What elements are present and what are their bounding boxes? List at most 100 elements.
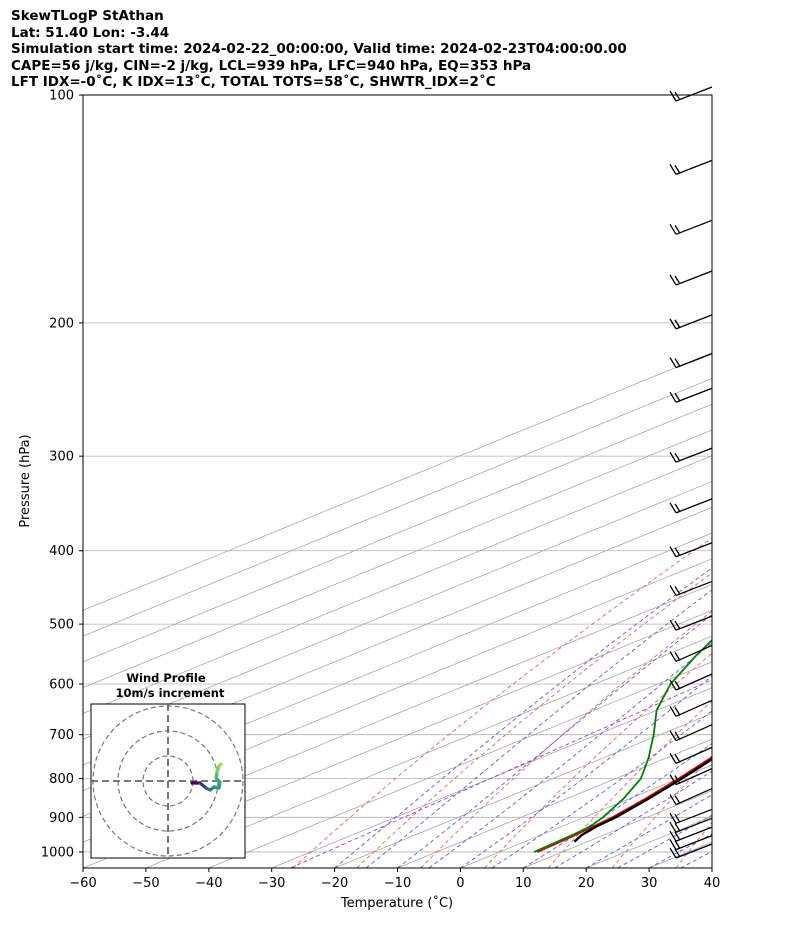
- barb-shaft: [675, 498, 713, 514]
- barb-flag: [674, 91, 681, 101]
- barb-shaft: [675, 542, 713, 558]
- moist-adiabat: [680, 850, 712, 868]
- barb-shaft: [675, 352, 713, 369]
- barb-flag: [669, 223, 677, 235]
- barb-shaft: [675, 817, 713, 833]
- barb-flag: [669, 90, 677, 102]
- barb-flag: [669, 451, 677, 463]
- barb-flag: [669, 502, 677, 514]
- x-tick-label: −30: [258, 876, 285, 891]
- wind-barb: [669, 746, 713, 764]
- barb-flag: [674, 848, 681, 858]
- dry-adiabat: [292, 537, 712, 868]
- barb-flag: [669, 774, 677, 785]
- dry-adiabat: [356, 572, 712, 868]
- barb-flag: [674, 165, 681, 174]
- barb-flag: [669, 585, 677, 596]
- y-tick-label: 500: [49, 618, 74, 633]
- wind-barb: [669, 843, 713, 859]
- x-axis-label: Temperature (˚C): [340, 895, 453, 911]
- moist-adiabat: [554, 770, 712, 868]
- isotherm: [83, 429, 712, 689]
- barb-shaft: [675, 580, 713, 597]
- wind-barb: [669, 787, 713, 806]
- isotherm: [145, 635, 712, 868]
- barb-shaft: [675, 826, 713, 842]
- isotherm: [208, 661, 712, 868]
- barb-flag: [674, 224, 681, 234]
- barb-flag: [674, 452, 681, 462]
- isotherm: [271, 687, 712, 868]
- barb-flag: [674, 831, 681, 841]
- moist-adiabat: [365, 589, 712, 868]
- barb-shaft: [675, 270, 713, 286]
- wind-barb: [669, 826, 713, 842]
- header-indices-1: CAPE=56 j/kg, CIN=-2 j/kg, LCL=939 hPa, …: [11, 57, 532, 74]
- wind-barbs: [669, 86, 713, 859]
- wind-profile-inset: Wind Profile 10m/s increment: [90, 671, 246, 859]
- barb-flag: [669, 839, 677, 850]
- y-tick-label: 100: [49, 89, 74, 104]
- wind-barb: [669, 699, 713, 717]
- barb-shaft: [675, 615, 713, 631]
- barb-shaft: [675, 314, 713, 330]
- x-tick-label: −10: [384, 876, 411, 891]
- barb-flag: [669, 706, 677, 717]
- barb-shaft: [675, 746, 713, 764]
- x-tick-label: −20: [321, 876, 348, 891]
- barb-shaft: [675, 673, 713, 691]
- isotherm: [648, 841, 712, 868]
- x-tick-label: 40: [704, 876, 721, 891]
- moist-adiabat: [617, 814, 712, 868]
- barb-flag: [674, 503, 681, 513]
- wind-barb: [669, 580, 713, 597]
- wind-barb: [669, 352, 713, 369]
- barb-shaft: [675, 86, 713, 102]
- temperature-line: [536, 756, 712, 853]
- barb-shaft: [675, 768, 713, 786]
- barb-flag: [674, 586, 681, 595]
- moist-adiabat: [711, 867, 712, 868]
- barb-flag: [669, 812, 677, 824]
- barb-flag: [669, 357, 677, 368]
- isotherm: [775, 95, 794, 868]
- data-layer: [533, 638, 712, 853]
- barb-flag: [674, 706, 681, 716]
- wind-barb: [669, 724, 713, 742]
- wind-barb: [669, 673, 713, 691]
- y-tick-label: 600: [49, 678, 74, 693]
- y-tick-label: 300: [49, 450, 74, 465]
- barb-flag: [674, 547, 681, 557]
- chart-header: SkewTLogP StAthan Lat: 51.40 Lon: -3.44 …: [11, 8, 627, 91]
- dry-adiabat: [547, 700, 712, 868]
- isotherm: [83, 609, 712, 868]
- barb-flag: [674, 652, 681, 661]
- barb-flag: [674, 392, 681, 402]
- barb-flag: [674, 620, 681, 630]
- barb-flag: [674, 754, 681, 763]
- isotherm: [460, 764, 712, 868]
- barb-flag: [674, 813, 681, 823]
- isotherm: [83, 455, 712, 714]
- inset-title: Wind Profile: [126, 671, 206, 685]
- barb-flag: [674, 275, 681, 285]
- wind-barb: [669, 542, 713, 558]
- wind-barb: [669, 447, 713, 463]
- barb-flag: [669, 794, 677, 805]
- barb-shaft: [675, 843, 713, 859]
- barb-shaft: [675, 835, 713, 851]
- barb-flag: [674, 731, 681, 741]
- barb-flag: [674, 822, 681, 832]
- wind-barb: [669, 835, 713, 851]
- header-times: Simulation start time: 2024-02-22_00:00:…: [11, 41, 627, 57]
- barb-flag: [669, 164, 677, 175]
- wind-barb: [669, 498, 713, 514]
- barb-flag: [669, 546, 677, 558]
- barb-flag: [669, 847, 677, 859]
- header-location: Lat: 51.40 Lon: -3.44: [11, 24, 170, 41]
- barb-flag: [669, 274, 677, 286]
- y-axis-label: Pressure (hPa): [18, 434, 33, 527]
- x-tick-label: −40: [195, 876, 222, 891]
- moist-adiabat: [334, 567, 712, 868]
